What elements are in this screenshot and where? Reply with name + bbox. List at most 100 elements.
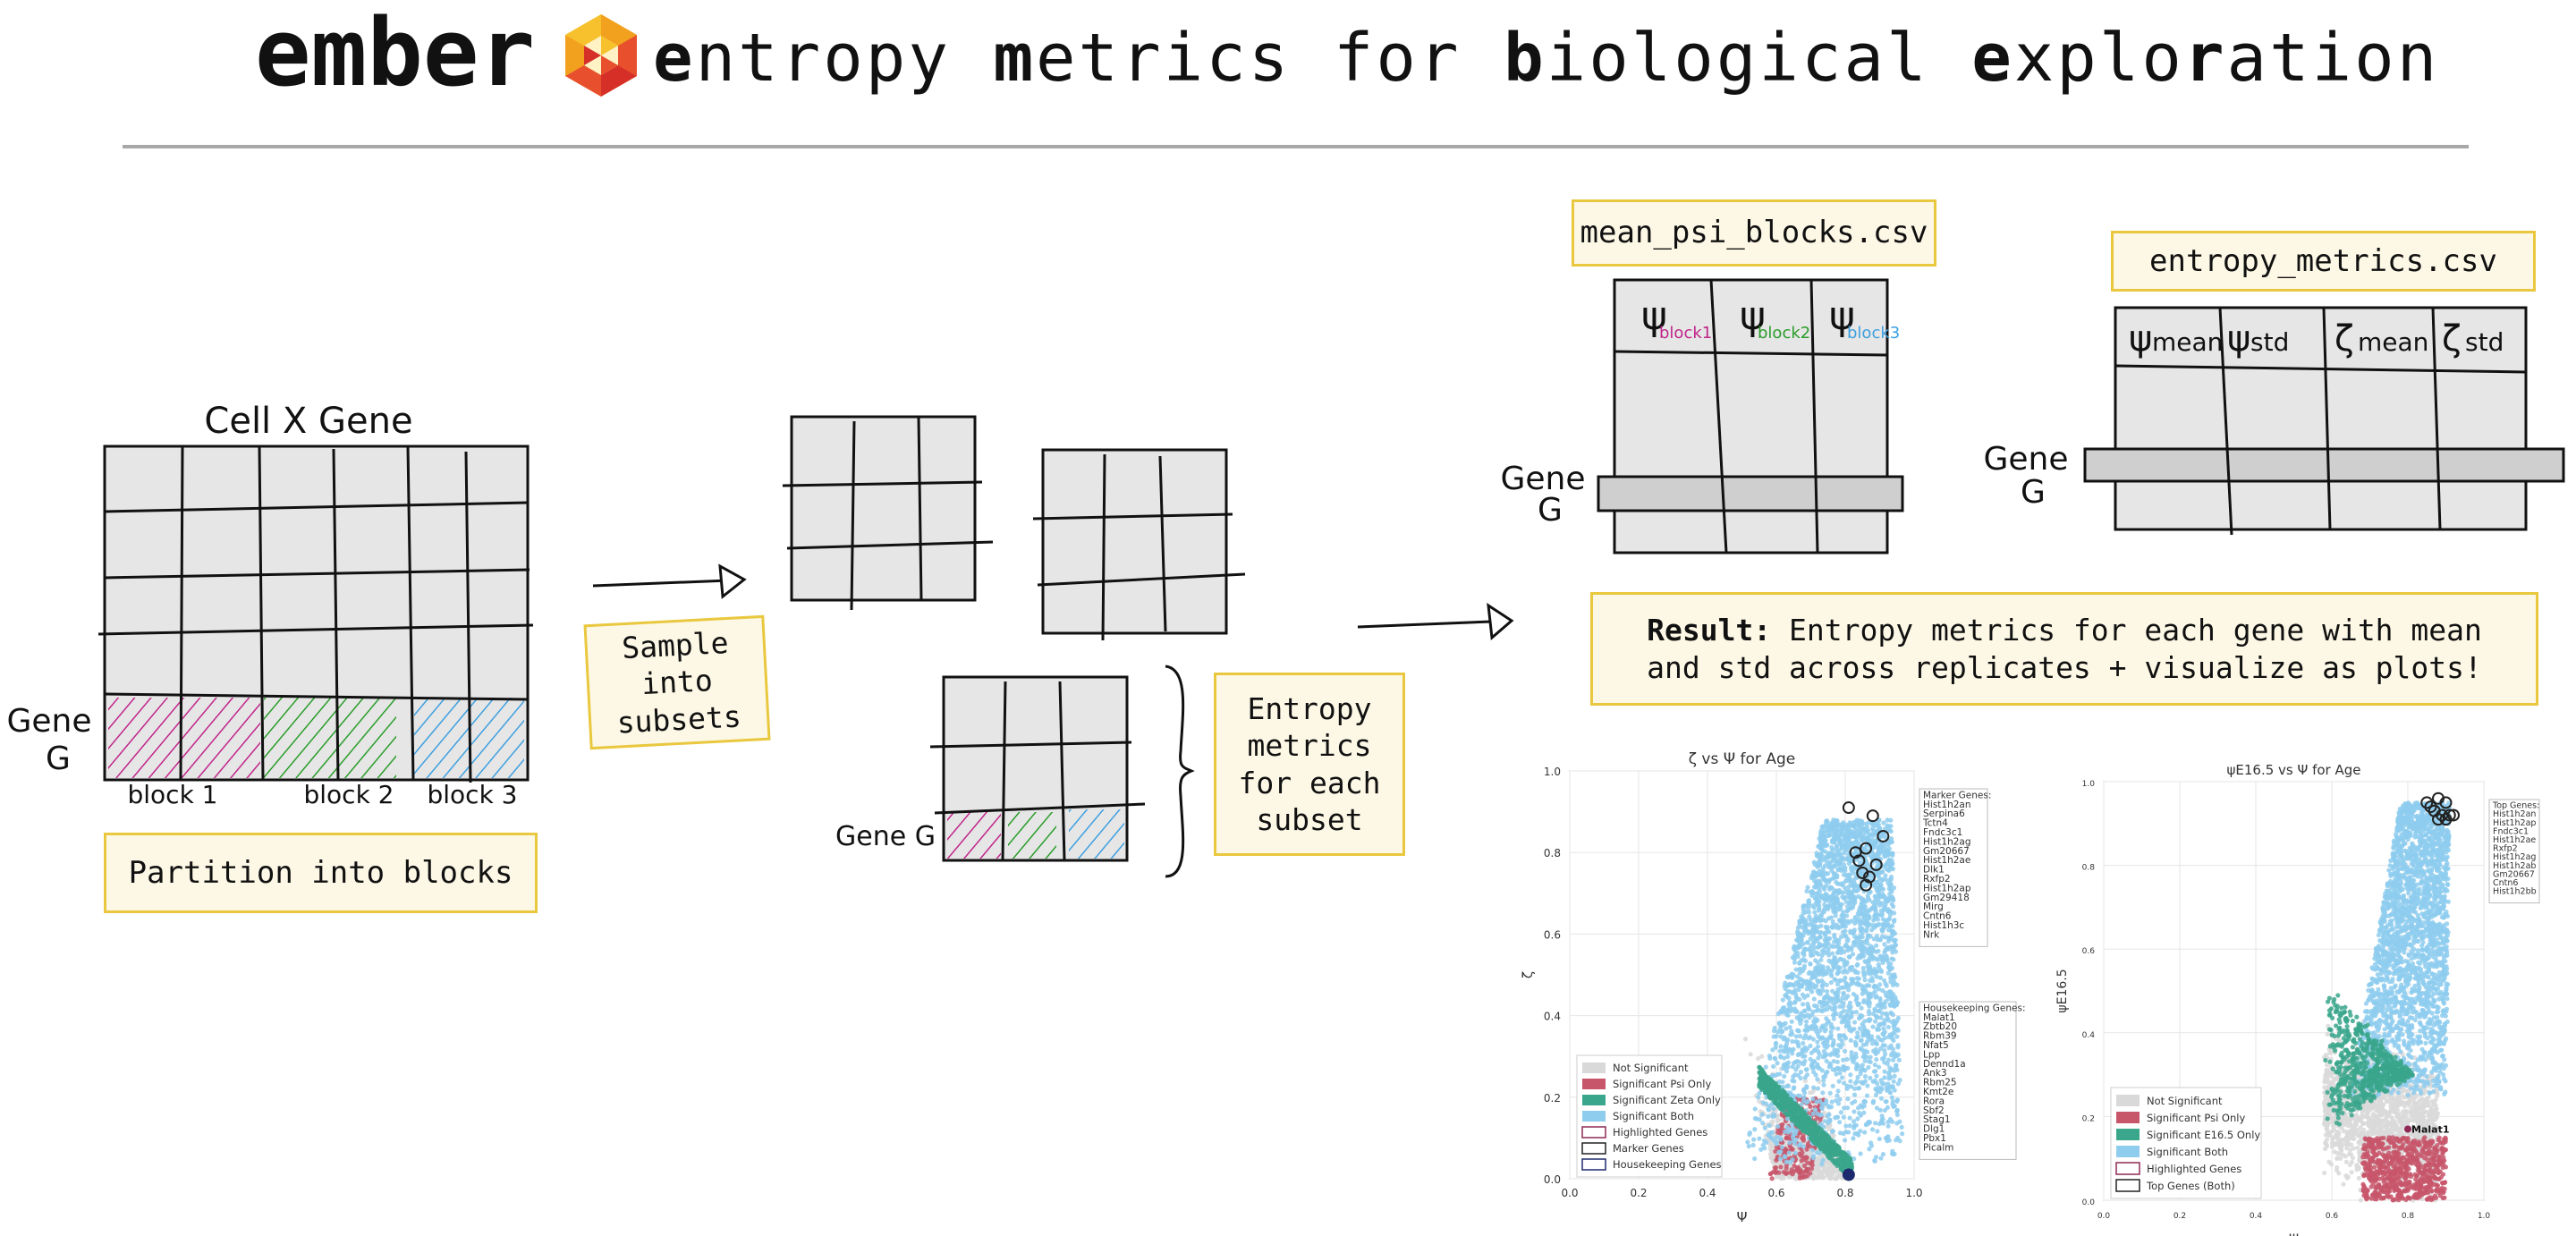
- scatter-point: [1805, 1173, 1810, 1179]
- scatter-point: [1771, 1034, 1776, 1039]
- scatter-point: [1854, 1130, 1860, 1136]
- scatter-point: [1843, 968, 1848, 973]
- tagline-word: ation: [2227, 20, 2440, 97]
- scatter-point: [1842, 1156, 1847, 1161]
- scatter-point: [1854, 834, 1860, 839]
- scatter-point: [1872, 1121, 1878, 1126]
- scatter-point: [1846, 954, 1852, 960]
- scatter-point: [1814, 1124, 1819, 1130]
- scatter-point: [1809, 1012, 1815, 1018]
- scatter-point: [1812, 918, 1818, 924]
- scatter-point: [1781, 1048, 1786, 1054]
- scatter-point: [1752, 1127, 1758, 1132]
- scatter-point: [1881, 978, 1887, 984]
- scatter-point: [1811, 996, 1817, 1002]
- scatter-point: [1844, 1056, 1850, 1062]
- scatter-point: [1871, 936, 1877, 942]
- scatter-point: [1822, 937, 1827, 943]
- x-tick-label: 0.6: [2326, 1212, 2339, 1221]
- scatter-point: [1820, 1157, 1826, 1163]
- scatter-point: [1856, 822, 1861, 827]
- scatter-point: [1792, 1071, 1798, 1078]
- scatter-point: [1748, 1052, 1753, 1057]
- scatter-point: [1789, 974, 1795, 979]
- scatter-point: [1792, 999, 1798, 1004]
- entropy-gene-id: G: [2021, 474, 2046, 511]
- scatter-point: [1876, 948, 1881, 953]
- tagline-word: etrics: [1036, 20, 1291, 97]
- scatter-point: [1837, 906, 1843, 911]
- scatter-point: [1886, 1046, 1892, 1051]
- scatter-point: [1785, 975, 1791, 980]
- scatter-point: [1819, 841, 1825, 846]
- scatter-point: [1791, 989, 1797, 995]
- scatter-point: [1873, 1092, 1879, 1097]
- scatter-point: [1814, 851, 1819, 856]
- scatter-point: [1842, 921, 1847, 927]
- scatter-point: [1809, 1147, 1816, 1153]
- scatter-point: [1801, 1110, 1807, 1115]
- scatter-point: [1812, 1107, 1818, 1113]
- scatter-point: [1783, 1020, 1788, 1026]
- scatter-point: [1886, 861, 1893, 867]
- y-tick-label: 1.0: [2082, 780, 2096, 789]
- scatter-point: [1880, 1152, 1886, 1157]
- scatter-point: [1756, 1055, 1761, 1062]
- scatter-point: [1826, 824, 1831, 829]
- scatter-point: [1866, 837, 1872, 842]
- x-tick-label: 0.6: [1767, 1187, 1784, 1199]
- scatter-point: [1885, 927, 1892, 933]
- scatter-point: [1818, 962, 1823, 969]
- scatter-point: [1809, 943, 1814, 949]
- y-tick-label: 0.0: [2082, 1198, 2096, 1207]
- scatter-point: [1835, 969, 1841, 976]
- scatter-point: [1889, 1067, 1894, 1072]
- scatter-point: [2358, 1198, 2364, 1203]
- scatter-point: [1877, 982, 1883, 987]
- scatter-point: [1881, 1026, 1886, 1031]
- scatter-point: [1855, 1116, 1860, 1122]
- scatter-point: [1826, 929, 1832, 935]
- scatter-point: [1845, 823, 1851, 828]
- scatter-point: [1807, 1090, 1813, 1096]
- scatter-point: [1855, 969, 1860, 976]
- scatter-point: [1878, 1156, 1884, 1161]
- scatter-point: [1880, 928, 1885, 934]
- scatter-point: [1841, 872, 1846, 877]
- scatter-point: [1792, 944, 1797, 949]
- scatter-point: [1886, 916, 1892, 922]
- scatter-point: [1880, 869, 1885, 875]
- scatter-point: [1823, 1118, 1828, 1124]
- scatter-point: [1835, 1093, 1840, 1098]
- scatter-point: [1867, 966, 1872, 971]
- legend-swatch: [1582, 1079, 1606, 1089]
- scatter-point: [1885, 1123, 1891, 1129]
- scatter-point: [1830, 1129, 1835, 1134]
- entropy-gene-label: Gene: [1983, 441, 2068, 478]
- scatter-point: [1876, 854, 1881, 859]
- scatter-point: [1772, 1055, 1777, 1061]
- scatter-point: [1870, 1011, 1877, 1016]
- scatter-point: [1828, 1024, 1834, 1030]
- scatter-point: [1773, 1170, 1778, 1175]
- scatter-point: [1855, 980, 1860, 986]
- scatter-point: [1854, 976, 1860, 981]
- scatter-point: [1831, 1037, 1836, 1044]
- scatter-point: [1823, 877, 1829, 883]
- scatter-point: [1760, 1121, 1766, 1126]
- scatter-point: [1752, 1106, 1758, 1112]
- tagline-initial: b: [1504, 20, 1546, 97]
- scatter-point: [1777, 1156, 1784, 1162]
- scatter-point: [1803, 1019, 1809, 1024]
- scatter-point: [1807, 914, 1812, 919]
- scatter-point: [1871, 1069, 1877, 1074]
- x-tick-label: 0.0: [2097, 1212, 2111, 1221]
- scatter-point: [1792, 1131, 1798, 1137]
- scatter-point: [1754, 1116, 1759, 1122]
- scatter-point: [1890, 1148, 1895, 1154]
- tagline: entropy metrics for biological explorati…: [653, 20, 2439, 97]
- scatter-point: [1837, 1071, 1843, 1076]
- scatter-point: [1860, 905, 1865, 910]
- tagline-initial: e: [653, 20, 696, 97]
- scatter-point: [1784, 1165, 1789, 1171]
